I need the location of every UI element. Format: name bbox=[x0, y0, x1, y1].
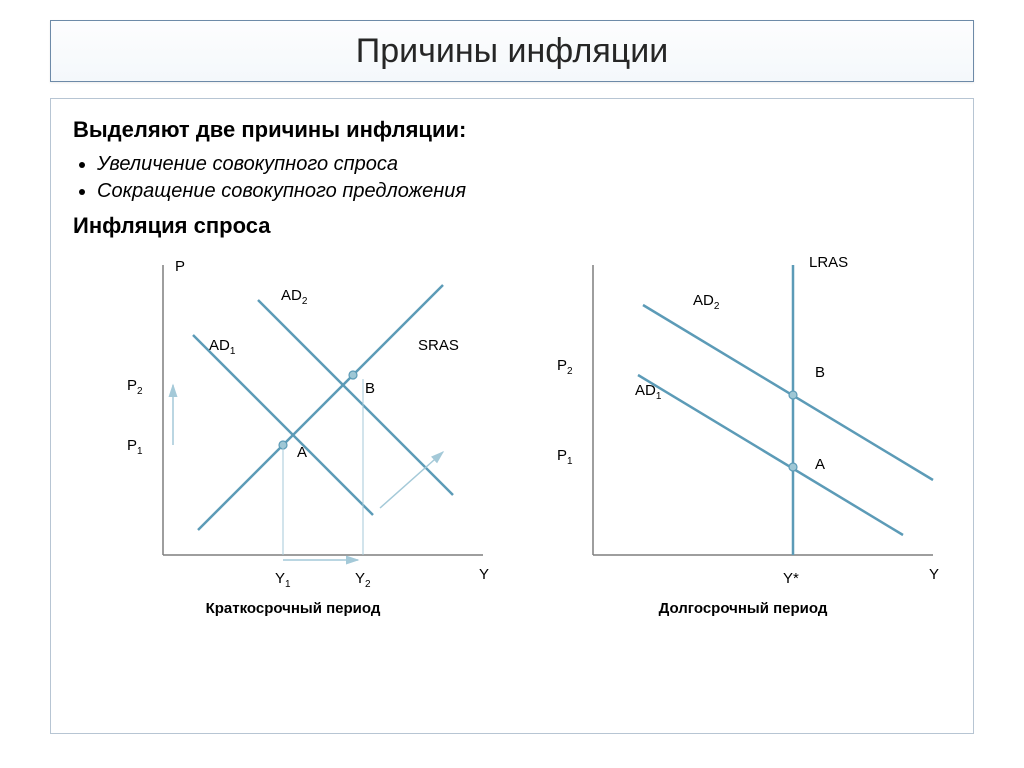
svg-text:Y*: Y* bbox=[783, 570, 799, 587]
svg-text:Y2: Y2 bbox=[355, 570, 371, 590]
svg-text:P1: P1 bbox=[127, 437, 143, 457]
svg-text:Долгосрочный период: Долгосрочный период bbox=[659, 600, 828, 617]
svg-text:B: B bbox=[365, 380, 375, 397]
chart-short-run: PYP1P2Y1Y2AD1AD2SRASABКраткосрочный пери… bbox=[83, 245, 503, 630]
chart-short-run-svg: PYP1P2Y1Y2AD1AD2SRASABКраткосрочный пери… bbox=[83, 245, 503, 625]
title-box: Причины инфляции bbox=[50, 20, 974, 82]
chart-long-run-svg: Y P1 P2 Y* AD1 AD2 LRAS A B Долгосрочный период bbox=[533, 245, 953, 625]
charts-area: P Y P1 P2 Y1 Y2 AD1 AD2 SRAS A B Краткосрочный пери… bbox=[73, 245, 951, 645]
svg-text:LRAS: LRAS bbox=[809, 254, 848, 271]
svg-text:P2: P2 bbox=[127, 377, 143, 397]
svg-text:AD2: AD2 bbox=[281, 287, 308, 307]
svg-text:B: B bbox=[815, 364, 825, 381]
svg-text:SRAS: SRAS bbox=[418, 337, 459, 354]
svg-text:P: P bbox=[175, 258, 185, 275]
content-box: Выделяют две причины инфляции: Увеличени… bbox=[50, 98, 974, 734]
svg-text:P2: P2 bbox=[557, 357, 573, 377]
chart-long-run: Y P1 P2 Y* AD1 AD2 LRAS A B Долгосрочный период bbox=[533, 245, 953, 630]
svg-text:Краткосрочный период: Краткосрочный период bbox=[206, 600, 381, 617]
svg-text:Y1: Y1 bbox=[275, 570, 291, 590]
svg-text:P1: P1 bbox=[557, 447, 573, 467]
bullet-item: Увеличение совокупного спроса bbox=[97, 153, 951, 176]
bullet-item: Сокращение совокупного предложения bbox=[97, 180, 951, 203]
subheading: Инфляция спроса bbox=[73, 213, 951, 239]
bullet-list: Увеличение совокупного спроса Сокращение… bbox=[73, 153, 951, 203]
lead-text: Выделяют две причины инфляции: bbox=[73, 117, 951, 143]
svg-text:A: A bbox=[297, 444, 307, 461]
svg-text:AD2: AD2 bbox=[693, 292, 720, 312]
svg-text:AD1: AD1 bbox=[635, 382, 662, 402]
svg-text:Y: Y bbox=[929, 566, 939, 583]
svg-text:A: A bbox=[815, 456, 825, 473]
page-title: Причины инфляции bbox=[356, 32, 668, 71]
svg-text:Y: Y bbox=[479, 566, 489, 583]
slide-root: Причины инфляции Выделяют две причины ин… bbox=[0, 0, 1024, 768]
